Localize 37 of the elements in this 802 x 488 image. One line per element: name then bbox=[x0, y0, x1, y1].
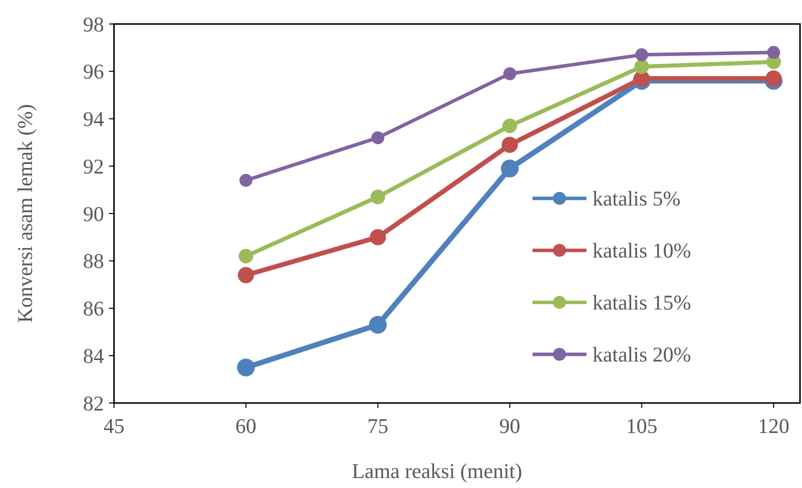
x-tick-label: 120 bbox=[758, 414, 790, 438]
legend-label: katalis 20% bbox=[592, 342, 692, 367]
x-tick-label: 60 bbox=[235, 414, 256, 438]
y-tick-label: 82 bbox=[83, 391, 104, 416]
point bbox=[502, 118, 518, 134]
point bbox=[370, 229, 386, 246]
point bbox=[368, 316, 387, 334]
x-tick-label: 105 bbox=[626, 414, 658, 438]
y-tick-label: 88 bbox=[83, 249, 104, 274]
x-tick-label: 75 bbox=[367, 414, 388, 438]
legend-label: katalis 10% bbox=[592, 238, 692, 263]
point bbox=[635, 48, 648, 62]
y-tick-label: 98 bbox=[83, 12, 104, 36]
point bbox=[634, 59, 649, 74]
y-tick-label: 92 bbox=[83, 154, 104, 178]
x-axis-title: Lama reaksi (menit) bbox=[352, 459, 522, 483]
point bbox=[239, 174, 252, 187]
point bbox=[500, 160, 519, 178]
y-tick-label: 90 bbox=[83, 202, 104, 226]
legend-label: katalis 15% bbox=[592, 290, 692, 315]
y-tick-label: 96 bbox=[83, 60, 104, 84]
y-axis-title: Konversi asam lemak (%) bbox=[13, 104, 37, 323]
y-tick-label: 86 bbox=[83, 296, 104, 321]
point bbox=[237, 358, 255, 376]
point bbox=[502, 136, 518, 153]
point bbox=[503, 67, 516, 80]
point bbox=[767, 46, 780, 59]
point bbox=[766, 70, 782, 87]
legend-label: katalis 5% bbox=[592, 186, 681, 211]
y-tick-label: 94 bbox=[83, 107, 104, 132]
x-tick-label: 90 bbox=[499, 414, 520, 438]
point bbox=[371, 131, 384, 144]
point bbox=[238, 266, 254, 284]
y-tick-label: 84 bbox=[83, 344, 104, 368]
x-tick-label: 45 bbox=[104, 414, 124, 438]
point bbox=[238, 248, 254, 264]
point bbox=[370, 190, 386, 204]
